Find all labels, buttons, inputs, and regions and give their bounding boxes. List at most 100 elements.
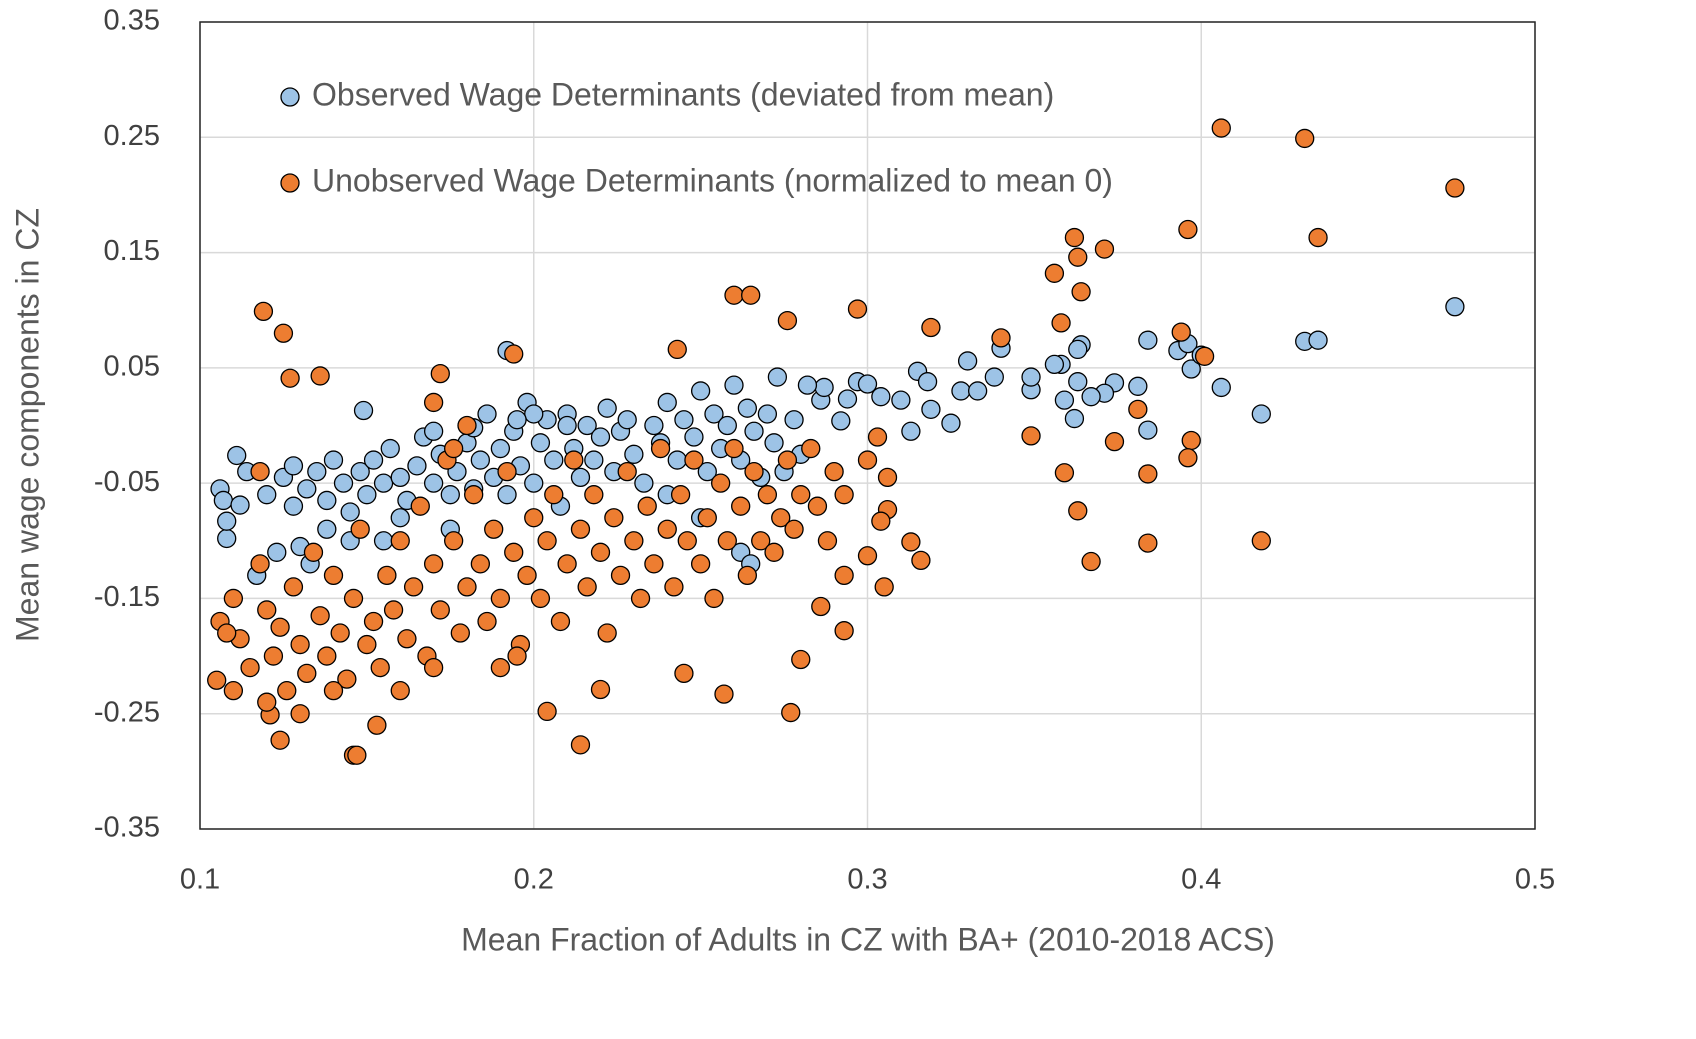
point — [250, 461, 270, 482]
y-tick-label: 0.15 — [104, 235, 160, 267]
point — [457, 577, 477, 597]
point — [280, 368, 300, 388]
point — [457, 415, 477, 436]
point — [911, 550, 931, 571]
point — [991, 328, 1011, 348]
point — [637, 496, 657, 516]
point — [584, 450, 604, 470]
point — [530, 433, 551, 453]
point — [1178, 448, 1198, 468]
y-tick-label: 0.25 — [104, 120, 160, 152]
point — [690, 554, 711, 574]
point — [423, 657, 444, 678]
point — [677, 531, 697, 551]
point — [1445, 297, 1465, 317]
point — [1128, 399, 1148, 420]
point — [1178, 219, 1198, 240]
point — [257, 692, 277, 712]
point — [1308, 330, 1328, 350]
point — [370, 657, 390, 678]
point — [684, 450, 704, 470]
point — [1138, 533, 1158, 553]
x-tick-label: 0.2 — [514, 864, 554, 896]
point — [807, 496, 828, 516]
point — [1081, 551, 1101, 572]
point — [213, 490, 234, 511]
x-tick-label: 0.4 — [1181, 864, 1221, 896]
point — [664, 577, 684, 597]
point — [330, 623, 350, 643]
point — [353, 400, 374, 421]
point — [667, 339, 687, 360]
point — [450, 623, 470, 643]
y-tick-label: -0.25 — [94, 696, 160, 728]
y-tick-label: -0.05 — [94, 466, 160, 498]
legend-marker — [280, 173, 300, 193]
point — [704, 404, 724, 424]
point — [350, 519, 370, 539]
point — [834, 565, 854, 586]
point — [1138, 330, 1158, 350]
legend-label: Unobserved Wage Determinants (normalized… — [312, 162, 1113, 198]
point — [667, 450, 687, 470]
point — [270, 617, 290, 637]
point — [363, 450, 384, 470]
point — [564, 450, 584, 470]
y-tick-label: 0.05 — [104, 351, 160, 383]
legend-label: Observed Wage Determinants (deviated fro… — [312, 76, 1054, 112]
x-tick-label: 0.5 — [1515, 864, 1555, 896]
point — [524, 473, 544, 493]
plot-frame — [199, 21, 1536, 830]
point — [764, 542, 784, 562]
point — [343, 588, 364, 609]
point — [781, 702, 801, 723]
point — [490, 588, 511, 609]
point — [497, 485, 517, 505]
point — [257, 485, 277, 505]
point — [784, 519, 804, 539]
point — [290, 634, 310, 655]
point — [871, 511, 891, 531]
point — [784, 410, 804, 430]
point — [1181, 359, 1201, 379]
point — [867, 427, 888, 447]
point — [901, 421, 921, 441]
point — [590, 427, 611, 447]
point — [801, 438, 821, 459]
point — [1094, 239, 1115, 259]
point — [797, 375, 818, 395]
point — [697, 508, 717, 528]
point — [697, 461, 717, 482]
point — [397, 629, 417, 649]
point — [1064, 408, 1085, 429]
point — [824, 461, 844, 482]
point — [207, 670, 227, 690]
point — [283, 456, 304, 476]
point — [714, 684, 734, 704]
legend: Observed Wage Determinants (deviated fro… — [280, 76, 1113, 198]
point — [657, 519, 677, 539]
point — [253, 301, 274, 322]
point — [263, 646, 284, 666]
point — [377, 565, 397, 586]
point — [967, 381, 988, 401]
point — [507, 646, 527, 666]
point — [751, 531, 771, 551]
point — [223, 588, 244, 609]
point — [273, 323, 294, 343]
point — [737, 565, 757, 586]
point — [1081, 387, 1101, 407]
point — [717, 415, 737, 436]
point — [507, 410, 527, 430]
point — [1445, 178, 1465, 198]
point — [1251, 404, 1271, 424]
x-axis-label: Mean Fraction of Adults in CZ with BA+ (… — [461, 921, 1275, 957]
point — [477, 611, 497, 632]
point — [871, 387, 891, 407]
point — [644, 415, 664, 436]
point — [283, 577, 304, 597]
point — [1138, 464, 1158, 484]
point — [764, 433, 784, 453]
point — [310, 606, 330, 626]
